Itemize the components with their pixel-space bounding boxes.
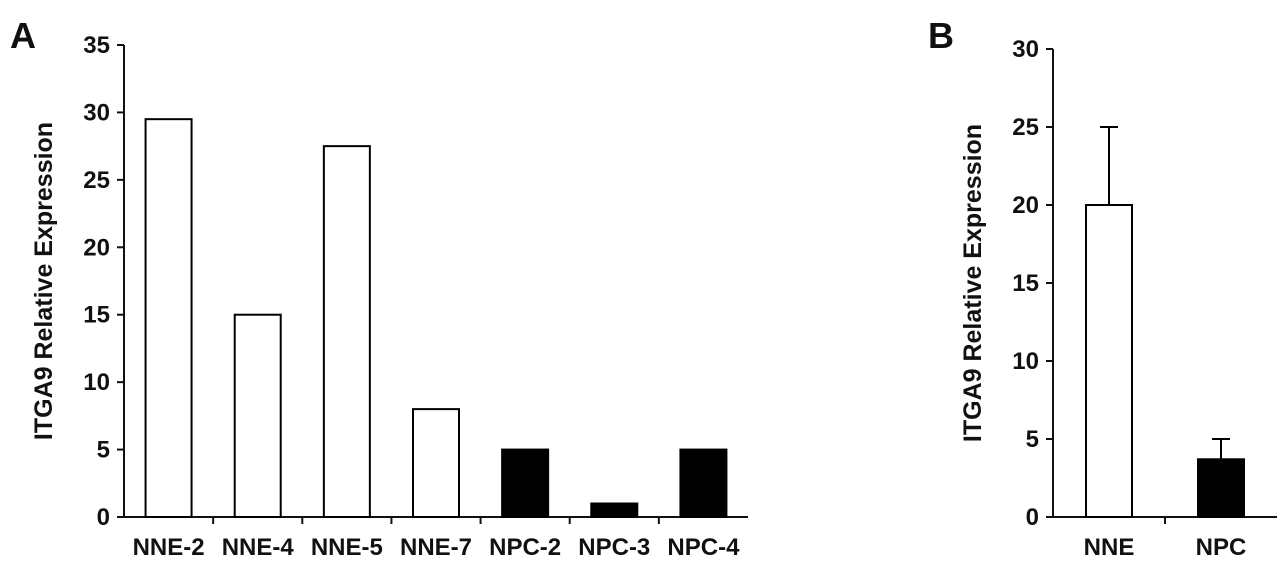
panel-b-letter: B bbox=[928, 15, 954, 56]
x-tick-label: NNE-5 bbox=[311, 534, 383, 561]
panel-a-letter: A bbox=[10, 15, 36, 56]
y-tick-label: 30 bbox=[83, 99, 110, 126]
bar-nne-7 bbox=[412, 408, 460, 518]
y-tick-label: 15 bbox=[1012, 270, 1039, 297]
bar-npc-3 bbox=[590, 502, 639, 518]
bar-nne-4 bbox=[233, 313, 282, 519]
y-tick-label: 5 bbox=[97, 437, 110, 464]
x-tick-label: NPC-4 bbox=[667, 534, 740, 561]
x-tick-label: NNE-2 bbox=[133, 534, 205, 561]
panel-b-bars bbox=[1085, 204, 1245, 518]
panel-a-x-labels: NNE-2 NNE-4 NNE-5 NNE-7 NPC-2 NPC-3 NPC-4 bbox=[133, 534, 741, 561]
y-tick-label: 10 bbox=[83, 369, 110, 396]
x-tick-label: NPC bbox=[1196, 534, 1247, 561]
y-tick-label: 25 bbox=[83, 167, 110, 194]
y-tick-label: 0 bbox=[1026, 504, 1039, 531]
y-tick-label: 20 bbox=[83, 234, 110, 261]
y-tick-label: 5 bbox=[1026, 426, 1039, 453]
y-tick-label: 25 bbox=[1012, 114, 1039, 141]
bar-npc-4 bbox=[679, 448, 728, 519]
y-tick-label: 15 bbox=[83, 302, 110, 329]
bar-npc-2 bbox=[501, 448, 550, 519]
y-tick-label: 30 bbox=[1012, 36, 1039, 63]
x-tick-label: NNE-7 bbox=[400, 534, 472, 561]
panel-b-x-labels: NNE NPC bbox=[1084, 534, 1247, 561]
y-tick-label: 0 bbox=[97, 504, 110, 531]
x-tick-label: NPC-3 bbox=[578, 534, 650, 561]
y-tick-label: 20 bbox=[1012, 192, 1039, 219]
panel-b-y-ticks: 0 5 10 15 20 25 30 bbox=[1012, 36, 1053, 531]
x-tick-label: NNE-4 bbox=[222, 534, 295, 561]
panel-b-y-axis-title: ITGA9 Relative Expression bbox=[959, 124, 987, 442]
panel-b-chart: B ITGA9 Relative Expression 0 5 10 15 20 25 30… bbox=[928, 15, 1277, 561]
bar-nne-5 bbox=[322, 145, 371, 518]
y-tick-label: 35 bbox=[83, 32, 110, 59]
x-tick-label: NPC-2 bbox=[489, 534, 561, 561]
panel-a-y-ticks: 0 5 10 15 20 25 30 35 bbox=[83, 32, 124, 531]
x-tick-label: NNE bbox=[1084, 534, 1135, 561]
y-tick-label: 10 bbox=[1012, 348, 1039, 375]
panel-a-y-axis-title: ITGA9 Relative Expression bbox=[30, 122, 58, 440]
panel-a-chart: A ITGA9 Relative Expression 0 5 10 15 20 25 30… bbox=[10, 15, 748, 561]
bar-npc bbox=[1197, 458, 1245, 518]
panel-a-bars bbox=[144, 118, 728, 519]
bar-nne bbox=[1085, 204, 1133, 518]
panel-b-error-bars bbox=[1100, 126, 1230, 460]
bar-nne-2 bbox=[144, 118, 193, 519]
